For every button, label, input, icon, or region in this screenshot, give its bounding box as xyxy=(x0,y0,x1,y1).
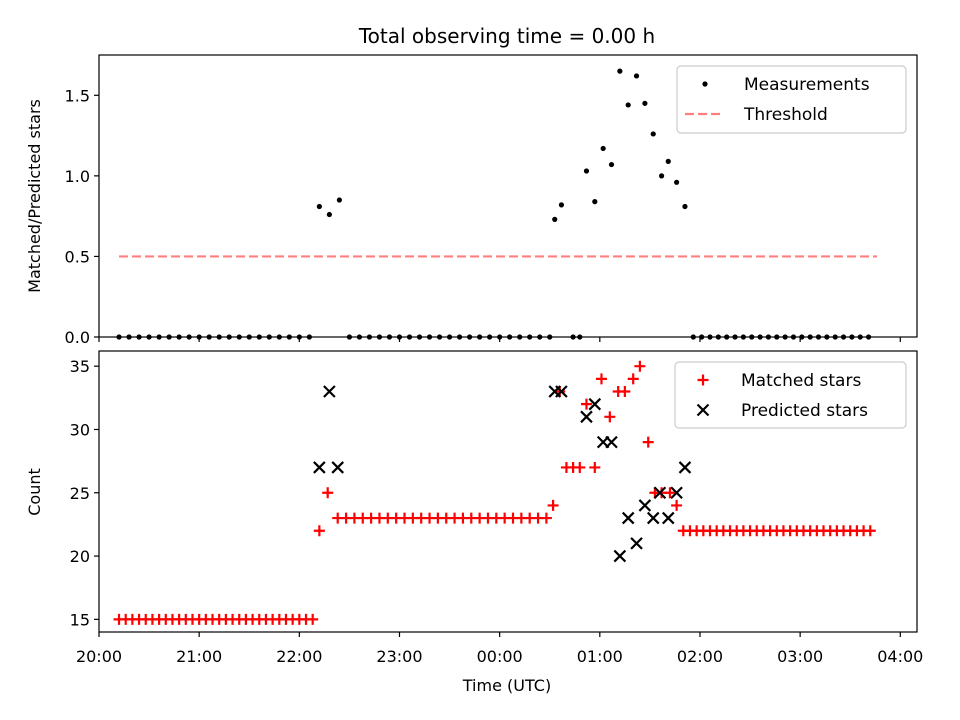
predicted-star-point xyxy=(605,435,618,449)
y-tick-label: 0.5 xyxy=(65,247,90,266)
x-tick-label: 03:00 xyxy=(777,647,823,666)
x-axis-title: Time (UTC) xyxy=(462,676,551,695)
measurement-point xyxy=(558,202,565,208)
measurement-point xyxy=(336,197,342,203)
predicted-star-point xyxy=(621,511,635,525)
measurement-point xyxy=(592,199,598,205)
legend-box xyxy=(674,361,907,429)
y-tick-label: 1.5 xyxy=(65,86,90,105)
x-tick-label: 04:00 xyxy=(877,647,923,666)
predicted-star-point xyxy=(646,511,660,525)
y-tick-label: 15 xyxy=(70,610,90,629)
x-tick-label: 22:00 xyxy=(276,647,322,666)
measurement-point xyxy=(583,168,590,174)
predicted-star-point xyxy=(670,486,683,500)
y-axis-title: Matched/Predicted stars xyxy=(25,99,44,293)
predicted-star-point xyxy=(323,385,336,398)
x-tick-label: 02:00 xyxy=(677,647,723,666)
legend-swatch xyxy=(697,374,709,386)
predicted-star-point xyxy=(653,486,667,500)
x-tick-label: 00:00 xyxy=(477,647,523,666)
matched-star-point xyxy=(307,613,319,625)
measurement-point xyxy=(617,68,623,74)
matched-star-point xyxy=(664,487,676,499)
y-tick-label: 20 xyxy=(70,547,90,566)
matched-star-point xyxy=(322,487,334,499)
measurement-point xyxy=(608,161,615,168)
predicted-star-point xyxy=(638,499,652,512)
predicted-star-point xyxy=(580,410,593,424)
measurement-point xyxy=(642,100,648,106)
axes-frame xyxy=(98,350,918,633)
matched-star-point xyxy=(580,398,592,410)
y-tick-label: 35 xyxy=(70,357,90,376)
y-tick-label: 25 xyxy=(70,484,90,503)
top-panel: 0.0 0.5 1.0 1.5 Matched/Predicted stars Measu… xyxy=(25,54,918,347)
predicted-star-point xyxy=(630,537,643,550)
chart-title: Total observing time = 0.00 h xyxy=(358,24,655,48)
x-tick-label: 01:00 xyxy=(577,647,623,666)
measurement-point xyxy=(625,102,631,108)
axes-frame xyxy=(98,54,918,338)
legend-label: Threshold xyxy=(743,105,828,125)
x-tick-label: 21:00 xyxy=(176,647,222,666)
matched-star-point xyxy=(547,499,559,511)
legend-label: Matched stars xyxy=(741,371,861,391)
predicted-star-point xyxy=(588,397,602,411)
matched-star-point xyxy=(619,386,631,398)
legend-swatch xyxy=(696,403,710,417)
x-tick-label: 20:00 xyxy=(76,647,122,666)
matched-star-point xyxy=(595,373,607,385)
matched-star-point xyxy=(604,411,616,423)
matched-star-point xyxy=(540,512,552,524)
predicted-star-point xyxy=(613,549,627,563)
x-tick-label: 23:00 xyxy=(376,647,422,666)
predicted-star-point xyxy=(331,461,344,474)
predicted-star-point xyxy=(313,461,326,474)
predicted-star-point xyxy=(661,511,675,525)
predicted-star-point xyxy=(555,385,568,398)
y-tick-label: 30 xyxy=(70,420,90,439)
matched-star-point xyxy=(864,525,876,537)
measurement-point xyxy=(658,173,665,179)
legend-label: Measurements xyxy=(744,75,870,95)
measurement-point xyxy=(316,203,322,210)
matched-star-point xyxy=(627,373,639,385)
measurement-point xyxy=(552,216,558,222)
matched-star-point xyxy=(313,525,325,537)
measurement-point xyxy=(326,211,332,218)
y-tick-label: 1.0 xyxy=(65,167,90,186)
matched-star-point xyxy=(671,499,683,511)
matched-star-point xyxy=(589,461,601,473)
measurement-point xyxy=(682,203,688,210)
legend-box xyxy=(676,65,907,134)
legend-swatch xyxy=(702,81,708,87)
legend-label: Predicted stars xyxy=(741,401,868,421)
measurement-point xyxy=(650,131,656,137)
y-tick-label: 0.0 xyxy=(65,328,90,347)
bottom-panel: 15 20 25 30 35 20:00 21:00 22:00 23:00 00:00 01:00… xyxy=(25,350,923,666)
measurement-point xyxy=(674,179,680,185)
matched-star-point xyxy=(574,461,586,473)
measurement-point xyxy=(665,158,671,164)
matched-star-point xyxy=(642,436,654,448)
measurement-point xyxy=(600,145,606,152)
measurement-point xyxy=(633,73,640,79)
predicted-star-point xyxy=(678,461,692,474)
y-axis-title: Count xyxy=(25,468,44,516)
matched-star-point xyxy=(634,360,646,372)
